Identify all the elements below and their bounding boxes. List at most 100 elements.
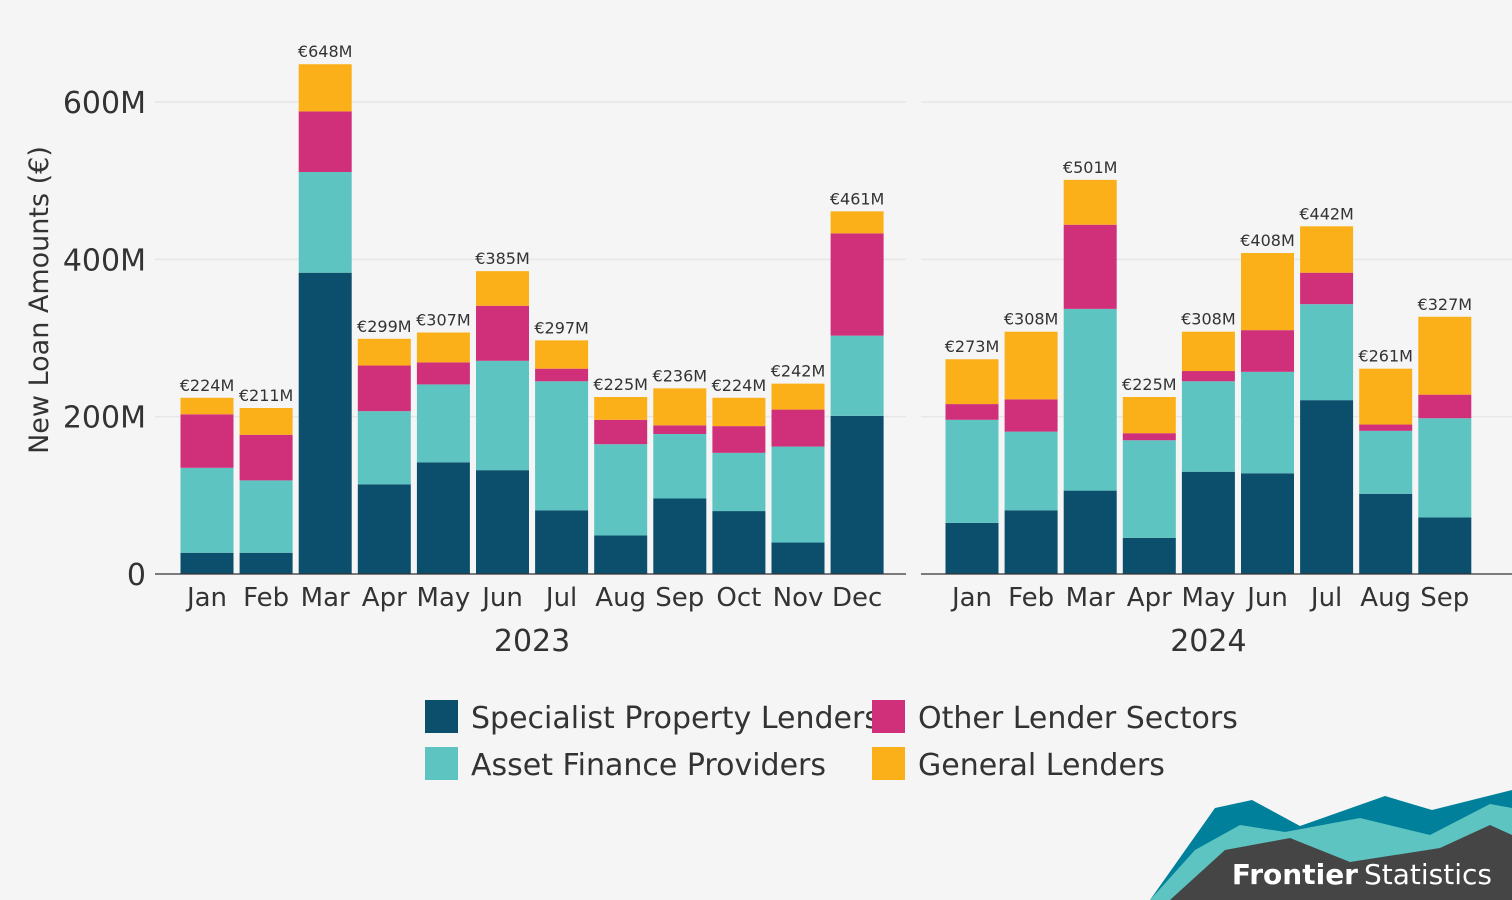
bar-total-label: €261M xyxy=(1358,347,1413,366)
bar-segment xyxy=(476,305,529,361)
x-tick-label: Jul xyxy=(544,583,577,613)
bar-total-label: €273M xyxy=(945,337,1000,356)
bar-segment xyxy=(1300,304,1354,401)
facet-label: 2023 xyxy=(494,624,570,659)
bar-segment xyxy=(771,542,825,574)
bar-segment xyxy=(1300,226,1354,273)
bar-segment xyxy=(830,415,884,574)
legend: Specialist Property Lenders Other Lender … xyxy=(425,700,1238,783)
x-tick-label: Jan xyxy=(185,583,227,613)
x-tick-label: Jun xyxy=(1245,583,1288,613)
total-labels: €224M€211M€648M€299M €307M€385M€297M€225M… xyxy=(180,42,1472,405)
bar-total-label: €224M xyxy=(712,376,767,395)
bar-segment xyxy=(653,425,707,434)
bar-segment xyxy=(1418,316,1472,395)
bar-segment xyxy=(653,433,707,499)
bar-total-label: €461M xyxy=(830,189,885,208)
x-tick-label: Feb xyxy=(1008,583,1054,613)
bar-segment xyxy=(594,419,648,445)
bar-total-label: €211M xyxy=(239,386,294,405)
bar-segment xyxy=(771,446,825,543)
bar-total-label: €308M xyxy=(1004,310,1059,329)
bar-segment xyxy=(712,426,766,453)
y-axis-label: New Loan Amounts (€) xyxy=(24,146,55,454)
bar-segment xyxy=(945,522,999,574)
bar-segment xyxy=(712,511,766,574)
y-tick-label: 200M xyxy=(63,401,146,436)
x-tick-label: Jun xyxy=(480,583,523,613)
bar-segment xyxy=(298,272,352,574)
bar-segment xyxy=(1063,490,1117,574)
bar-segment xyxy=(1241,473,1294,574)
bar-total-label: €327M xyxy=(1418,295,1473,314)
bar-segment xyxy=(1181,471,1235,574)
bar-segment xyxy=(1063,179,1117,225)
bar-segment xyxy=(945,404,999,420)
bar-segment xyxy=(357,411,411,485)
bar-segment xyxy=(1241,330,1294,372)
bar-segment xyxy=(1122,440,1176,538)
bar-segment xyxy=(1300,272,1354,305)
legend-label: Other Lender Sectors xyxy=(918,701,1238,736)
bar-segment xyxy=(239,408,293,435)
bar-segment xyxy=(945,419,999,523)
bar-segment xyxy=(1004,431,1058,511)
bar-segment xyxy=(830,335,884,416)
legend-swatch xyxy=(425,700,458,733)
bar-segment xyxy=(180,467,234,553)
brand-name-regular: Statistics xyxy=(1364,858,1492,891)
bar-segment xyxy=(239,552,293,574)
brand-name-bold: Frontier xyxy=(1232,858,1358,891)
x-tick-label: Mar xyxy=(1066,583,1115,613)
bar-segment xyxy=(298,172,352,273)
legend-label: Asset Finance Providers xyxy=(471,748,826,783)
bar-segment xyxy=(535,340,589,369)
legend-swatch xyxy=(872,747,905,780)
bar-total-label: €236M xyxy=(653,366,708,385)
x-tick-label: Apr xyxy=(1127,583,1172,613)
bar-segment xyxy=(476,360,529,471)
bar-segment xyxy=(1063,308,1117,491)
bar-segment xyxy=(830,233,884,336)
x-tick-label: May xyxy=(417,583,471,613)
bar-segment xyxy=(1418,517,1472,574)
bar-segment xyxy=(1359,424,1413,431)
bar-segment xyxy=(653,498,707,574)
bar-segment xyxy=(594,397,648,420)
bar-total-label: €307M xyxy=(416,310,471,329)
frontier-statistics-logo: Frontier Statistics xyxy=(1150,790,1512,900)
bar-segment xyxy=(1181,381,1235,472)
axes: 0 200M 400M 600M Jan Feb Mar Apr May Jun Jul Aug Sep… xyxy=(63,86,1512,659)
bar-segment xyxy=(594,444,648,536)
bar-segment xyxy=(1359,430,1413,494)
bar-total-label: €225M xyxy=(593,375,648,394)
bar-segment xyxy=(1181,331,1235,372)
bar-segment xyxy=(416,362,470,385)
legend-swatch xyxy=(872,700,905,733)
bar-total-label: €299M xyxy=(357,317,412,336)
x-tick-label: Nov xyxy=(773,583,824,613)
bar-segment xyxy=(1004,331,1058,400)
x-tick-label: Oct xyxy=(716,583,761,613)
bar-segment xyxy=(945,359,999,405)
x-tick-label: Aug xyxy=(595,583,646,613)
bar-total-label: €242M xyxy=(771,362,826,381)
bar-segment xyxy=(1004,399,1058,432)
bar-total-label: €648M xyxy=(298,42,353,61)
y-tick-label: 600M xyxy=(63,86,146,121)
x-tick-label: Feb xyxy=(243,583,289,613)
bar-total-label: €308M xyxy=(1181,310,1236,329)
bar-total-label: €501M xyxy=(1063,158,1118,177)
bar-segment xyxy=(771,409,825,447)
bar-segment xyxy=(416,332,470,363)
logo-mountain-dark xyxy=(1170,825,1512,900)
brand-name: Frontier Statistics xyxy=(1232,858,1492,891)
x-tick-label: Sep xyxy=(655,583,704,613)
x-tick-label: Jan xyxy=(950,583,992,613)
bar-segment xyxy=(535,381,589,511)
bar-segment xyxy=(535,510,589,574)
bar-segment xyxy=(180,414,234,468)
bar-segment xyxy=(1359,493,1413,574)
x-tick-label: Dec xyxy=(832,583,882,613)
bar-segment xyxy=(357,338,411,366)
